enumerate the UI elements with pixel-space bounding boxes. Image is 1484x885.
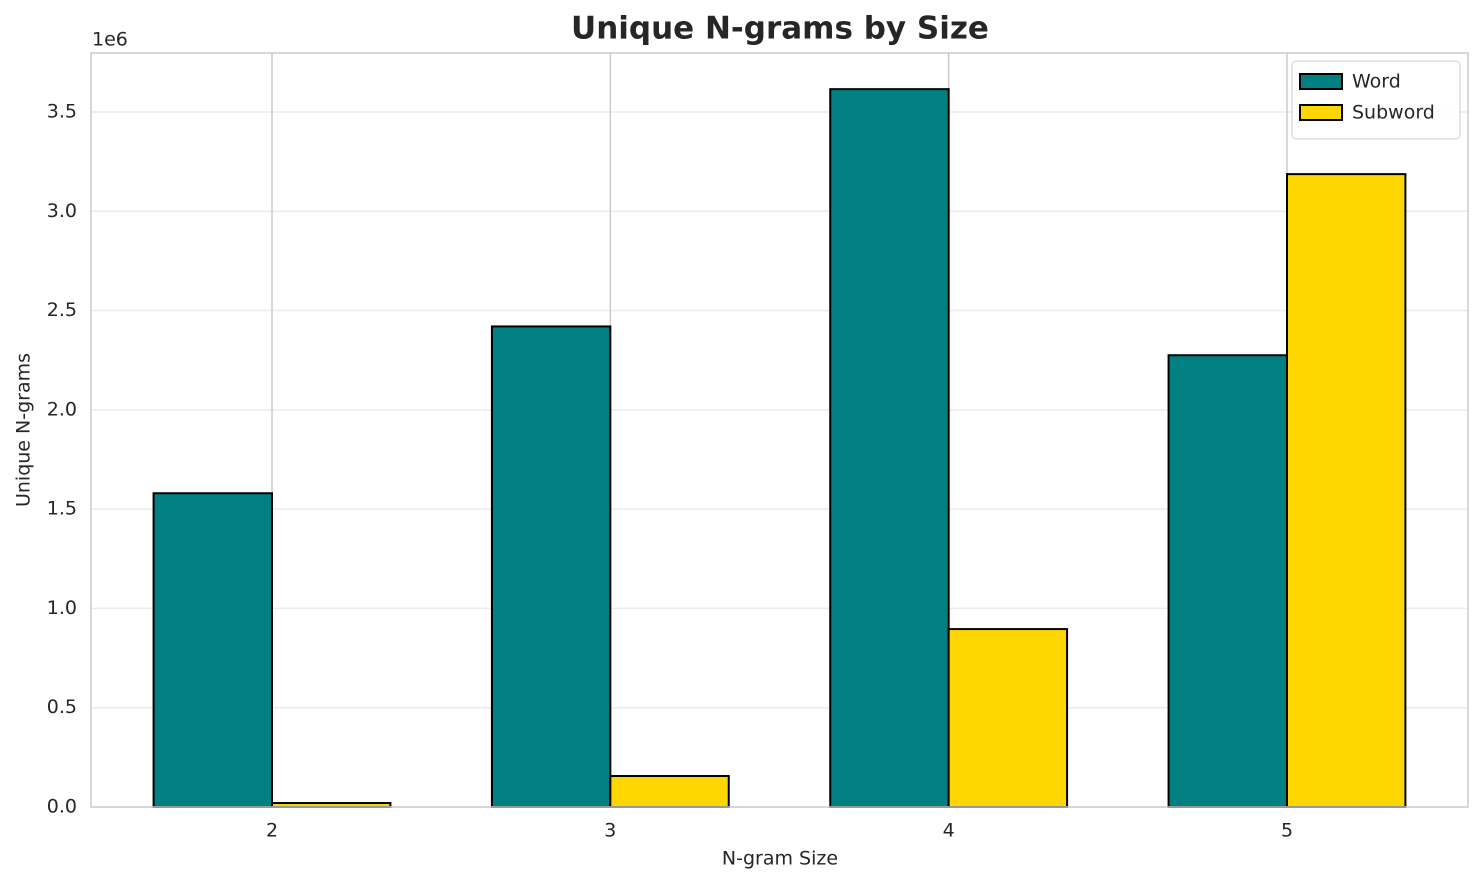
x-tick-label: 5 (1281, 820, 1293, 842)
x-axis-label: N-gram Size (722, 848, 838, 870)
y-tick-label: 2.0 (47, 398, 77, 420)
y-axis-label: Unique N-grams (13, 353, 35, 507)
chart-title: Unique N-grams by Size (571, 11, 989, 47)
y-tick-label: 2.5 (47, 299, 77, 321)
y-tick-label: 0.5 (47, 696, 77, 718)
plot-frame (90, 52, 1469, 808)
bar (490, 325, 612, 808)
legend-label: Subword (1352, 102, 1435, 124)
x-tick-label: 4 (943, 820, 955, 842)
legend-label: Word (1352, 71, 1401, 93)
bar (829, 88, 950, 808)
y-offset-label: 1e6 (92, 29, 128, 51)
y-tick-label: 1.5 (47, 498, 77, 520)
bar (1167, 354, 1288, 808)
x-tick-label: 2 (266, 820, 278, 842)
y-tick-label: 0.0 (47, 796, 77, 818)
bar (947, 628, 1069, 809)
legend-swatch (1299, 73, 1343, 90)
y-tick-label: 3.5 (47, 100, 77, 122)
x-tick-label: 3 (604, 820, 616, 842)
bar (152, 492, 274, 808)
y-tick-label: 3.0 (47, 200, 77, 222)
bar (609, 775, 730, 808)
legend-swatch (1299, 104, 1343, 121)
bar (1285, 173, 1407, 809)
y-tick-label: 1.0 (47, 597, 77, 619)
